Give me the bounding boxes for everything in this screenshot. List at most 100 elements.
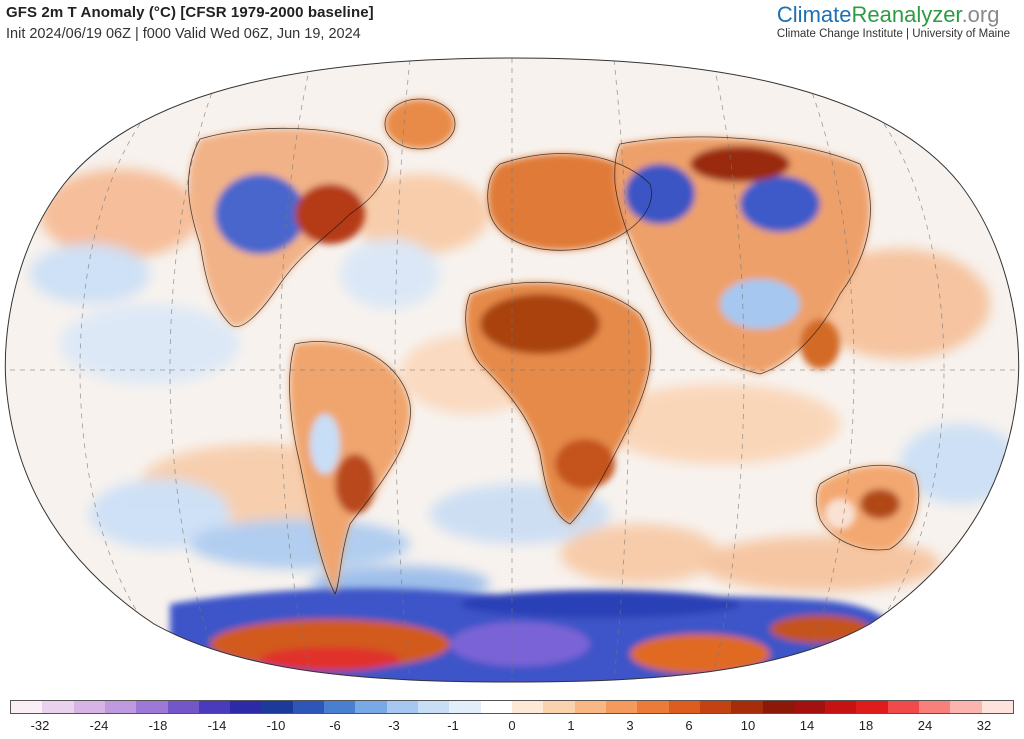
na-cold-anomaly bbox=[215, 174, 305, 254]
legend-swatch bbox=[104, 701, 137, 713]
legend-swatch bbox=[731, 701, 763, 713]
legend-swatch bbox=[512, 701, 544, 713]
siberia-hot-anomaly bbox=[690, 146, 790, 182]
legend-swatch bbox=[198, 701, 231, 713]
siberia-cold-anomaly-1 bbox=[625, 164, 695, 224]
legend-tick-label: -6 bbox=[329, 718, 341, 733]
australia-hot-anomaly bbox=[860, 489, 900, 519]
legend-swatch bbox=[981, 701, 1013, 713]
coast-africa bbox=[465, 281, 652, 525]
legend-tick-label: -14 bbox=[207, 718, 227, 733]
anomaly-map-svg bbox=[4, 57, 1020, 683]
map-field bbox=[5, 58, 1019, 682]
south-asia-cool bbox=[720, 279, 800, 329]
brand-logo[interactable]: ClimateReanalyzer.org Climate Change Ins… bbox=[776, 4, 1010, 41]
soc-cool-blob-1 bbox=[190, 519, 410, 569]
meridian-w120 bbox=[79, 123, 141, 617]
legend-tick-label: 0 bbox=[508, 718, 516, 733]
antarctica-warm-2 bbox=[630, 634, 770, 674]
antarctica-cold-coast bbox=[460, 590, 740, 618]
sio-warm-blob bbox=[560, 524, 720, 584]
coast-asia bbox=[614, 136, 871, 375]
legend-tick-label: -3 bbox=[388, 718, 400, 733]
legend-ticks: -32 -24 -18 -14 -10 -6 -3 -1 0 1 3 6 10 14 18 24 32 bbox=[10, 718, 1014, 734]
color-legend bbox=[10, 700, 1014, 714]
legend-swatch bbox=[167, 701, 199, 713]
legend-tick-label: 24 bbox=[917, 718, 933, 733]
antarctica bbox=[170, 588, 900, 682]
legend-swatch bbox=[42, 701, 74, 713]
na-hot-anomaly bbox=[295, 184, 365, 244]
antarctica-warm-3 bbox=[770, 615, 870, 643]
brand-name-org: .org bbox=[961, 2, 1000, 27]
legend-tick-label: -10 bbox=[266, 718, 286, 733]
antarctica-purple bbox=[450, 622, 590, 666]
sa-hot-anomaly bbox=[335, 454, 375, 514]
npac-cool-blob bbox=[30, 244, 150, 304]
legend-swatch bbox=[825, 701, 857, 713]
legend-tick-label: 1 bbox=[567, 718, 575, 733]
legend-tick-label: -18 bbox=[148, 718, 168, 733]
meridian-w60 bbox=[279, 65, 311, 675]
meridian-w30 bbox=[394, 59, 411, 681]
legend-tick-label: 3 bbox=[626, 718, 634, 733]
brand-name: ClimateReanalyzer.org bbox=[777, 4, 1010, 26]
greenland bbox=[385, 99, 455, 149]
antarctica-hot bbox=[260, 647, 400, 671]
sahara-hot-anomaly bbox=[480, 294, 600, 354]
legend-swatch bbox=[699, 701, 732, 713]
coast-europe bbox=[487, 153, 652, 251]
legend-tick-label: -1 bbox=[447, 718, 459, 733]
meridian-e30 bbox=[613, 59, 630, 681]
legend-swatch bbox=[762, 701, 794, 713]
meridian-e60 bbox=[713, 65, 745, 675]
legend-swatch bbox=[668, 701, 700, 713]
legend-swatch bbox=[543, 701, 575, 713]
legend-swatch bbox=[574, 701, 606, 713]
coast-north-america bbox=[188, 127, 389, 327]
legend-swatch bbox=[605, 701, 638, 713]
map-title: GFS 2m T Anomaly (°C) [CFSR 1979-2000 ba… bbox=[6, 4, 374, 21]
europe bbox=[487, 153, 652, 251]
globe-outline bbox=[4, 57, 1020, 683]
legend-swatch bbox=[73, 701, 105, 713]
epac-cool-blob bbox=[60, 304, 240, 384]
sepac-cool-blob bbox=[90, 479, 230, 549]
io-warm-blob bbox=[600, 384, 840, 464]
brand-name-climate: Climate bbox=[776, 2, 852, 27]
meridian-w90 bbox=[169, 83, 216, 657]
legend-swatch bbox=[230, 701, 262, 713]
legend-tick-label: 32 bbox=[976, 718, 992, 733]
australia-neutral bbox=[825, 499, 855, 529]
meridian-e90 bbox=[808, 83, 855, 657]
legend-swatch bbox=[386, 701, 419, 713]
anomaly-map[interactable] bbox=[0, 44, 1024, 694]
legend-swatch bbox=[11, 701, 43, 713]
wpac-warm-blob bbox=[810, 249, 990, 359]
brand-name-reanalyzer: Reanalyzer bbox=[851, 2, 962, 27]
ocean-anomalies bbox=[30, 169, 1019, 602]
southern-africa-anomaly bbox=[555, 439, 615, 489]
natl-warm-blob bbox=[350, 174, 490, 254]
legend-tick-label: -32 bbox=[30, 718, 50, 733]
legend-swatch bbox=[887, 701, 920, 713]
map-subtitle: Init 2024/06/19 06Z | f000 Valid Wed 06Z… bbox=[6, 26, 361, 42]
legend-swatch bbox=[261, 701, 293, 713]
coast-greenland bbox=[384, 98, 456, 150]
legend-swatch bbox=[950, 701, 982, 713]
swpac-cool-blob bbox=[900, 424, 1019, 504]
npac-warm-blob bbox=[40, 169, 200, 259]
legend-swatch bbox=[136, 701, 168, 713]
brand-tagline: Climate Change Institute | University of… bbox=[776, 28, 1010, 40]
legend-tick-label: -24 bbox=[89, 718, 109, 733]
legend-swatch bbox=[355, 701, 387, 713]
legend-tick-label: 10 bbox=[740, 718, 756, 733]
legend-swatch bbox=[418, 701, 450, 713]
natl-cool-blob bbox=[340, 239, 440, 309]
coast-australia bbox=[815, 464, 920, 551]
legend-tick-label: 14 bbox=[799, 718, 815, 733]
se-asia-hot bbox=[800, 319, 840, 369]
soc-warm-blob bbox=[700, 536, 940, 592]
legend-swatch bbox=[856, 701, 888, 713]
legend-swatch bbox=[292, 701, 325, 713]
